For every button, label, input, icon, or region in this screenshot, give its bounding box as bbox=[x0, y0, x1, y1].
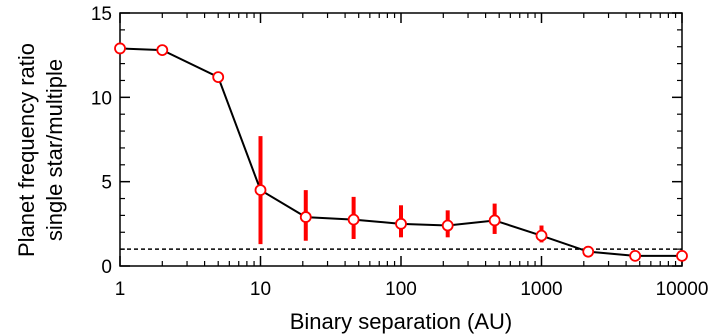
x-tick-label: 1000 bbox=[520, 279, 562, 300]
x-axis-ticks: 1 10 100 1000 10000 bbox=[115, 13, 709, 300]
data-point bbox=[347, 213, 360, 226]
y-tick-label: 5 bbox=[101, 173, 112, 194]
data-point bbox=[582, 245, 595, 258]
data-point bbox=[629, 249, 642, 262]
y-axis-ticks: 0 5 10 15 bbox=[91, 4, 682, 278]
x-tick-label: 100 bbox=[385, 279, 417, 300]
data-point bbox=[254, 184, 267, 197]
data-point bbox=[676, 249, 688, 262]
data-points bbox=[114, 42, 688, 262]
y-tick-label: 10 bbox=[91, 88, 112, 109]
data-point bbox=[395, 217, 407, 230]
data-point bbox=[114, 42, 126, 55]
y-tick-label: 15 bbox=[91, 4, 112, 25]
y-tick-label: 0 bbox=[101, 257, 112, 278]
x-axis-title: Binary separation (AU) bbox=[290, 309, 513, 334]
data-point bbox=[535, 229, 548, 242]
x-tick-label: 1 bbox=[115, 279, 126, 300]
data-point bbox=[299, 211, 312, 223]
data-point bbox=[441, 219, 454, 232]
y-axis-title-line-1: Planet frequency ratio bbox=[14, 43, 39, 257]
data-point bbox=[156, 44, 169, 57]
data-point bbox=[488, 214, 501, 227]
y-axis-title-line-2: single star/multiple bbox=[42, 59, 67, 241]
x-tick-label: 10 bbox=[250, 279, 271, 300]
x-tick-label: 10000 bbox=[656, 279, 709, 300]
data-point bbox=[212, 71, 225, 83]
